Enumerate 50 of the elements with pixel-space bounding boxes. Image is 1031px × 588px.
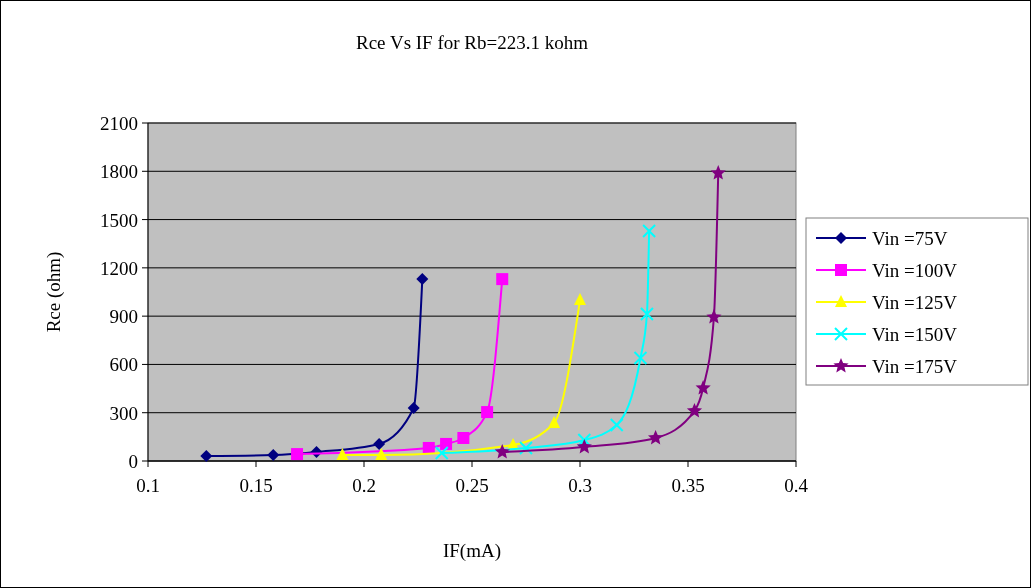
point [642, 224, 657, 238]
x-tick-label: 0.2 [352, 475, 376, 496]
point [706, 309, 722, 324]
x-tick-label: 0.15 [239, 475, 273, 496]
point [457, 431, 470, 444]
legend-label: Vin =100V [872, 260, 958, 281]
point [416, 273, 429, 286]
legend-label: Vin =125V [872, 292, 958, 313]
point [519, 440, 533, 455]
x-tick-label: 0.1 [136, 475, 160, 496]
y-tick-label: 0 [128, 451, 138, 472]
y-tick-label: 300 [109, 402, 138, 424]
point [407, 402, 420, 415]
legend-label: Vin =75V [872, 228, 948, 249]
point [434, 445, 449, 460]
point [200, 450, 213, 463]
y-tick-label: 2100 [100, 113, 138, 134]
point [574, 293, 586, 306]
point [686, 402, 703, 418]
y-axis-title: Rce (ohm) [43, 251, 65, 333]
point [481, 406, 494, 419]
x-tick-label: 0.35 [671, 475, 705, 496]
point [494, 443, 510, 459]
y-tick-label: 1800 [100, 161, 138, 183]
point [440, 437, 453, 450]
y-tick-label: 1200 [100, 257, 138, 279]
point [548, 416, 561, 429]
x-tick-label: 0.25 [455, 475, 489, 496]
point [609, 417, 624, 432]
point [710, 165, 726, 180]
legend-label: Vin =150V [872, 324, 958, 345]
point [695, 380, 711, 395]
y-tick-label: 600 [109, 354, 138, 376]
point [373, 437, 386, 450]
y-tick-label: 900 [109, 306, 138, 328]
point [639, 307, 654, 322]
legend-label: Vin =175V [872, 356, 958, 377]
x-tick-label: 0.4 [784, 475, 809, 496]
point [291, 448, 304, 461]
chart-title: Rce Vs IF for Rb=223.1 kohm [355, 32, 589, 53]
point [633, 350, 648, 365]
point [267, 449, 280, 462]
point [496, 273, 509, 286]
x-axis-title: IF(mA) [442, 540, 502, 562]
point [336, 448, 349, 461]
point [647, 429, 664, 445]
x-tick-label: 0.3 [568, 475, 592, 496]
point [375, 448, 388, 461]
point [576, 439, 592, 454]
y-tick-label: 1500 [100, 209, 138, 231]
